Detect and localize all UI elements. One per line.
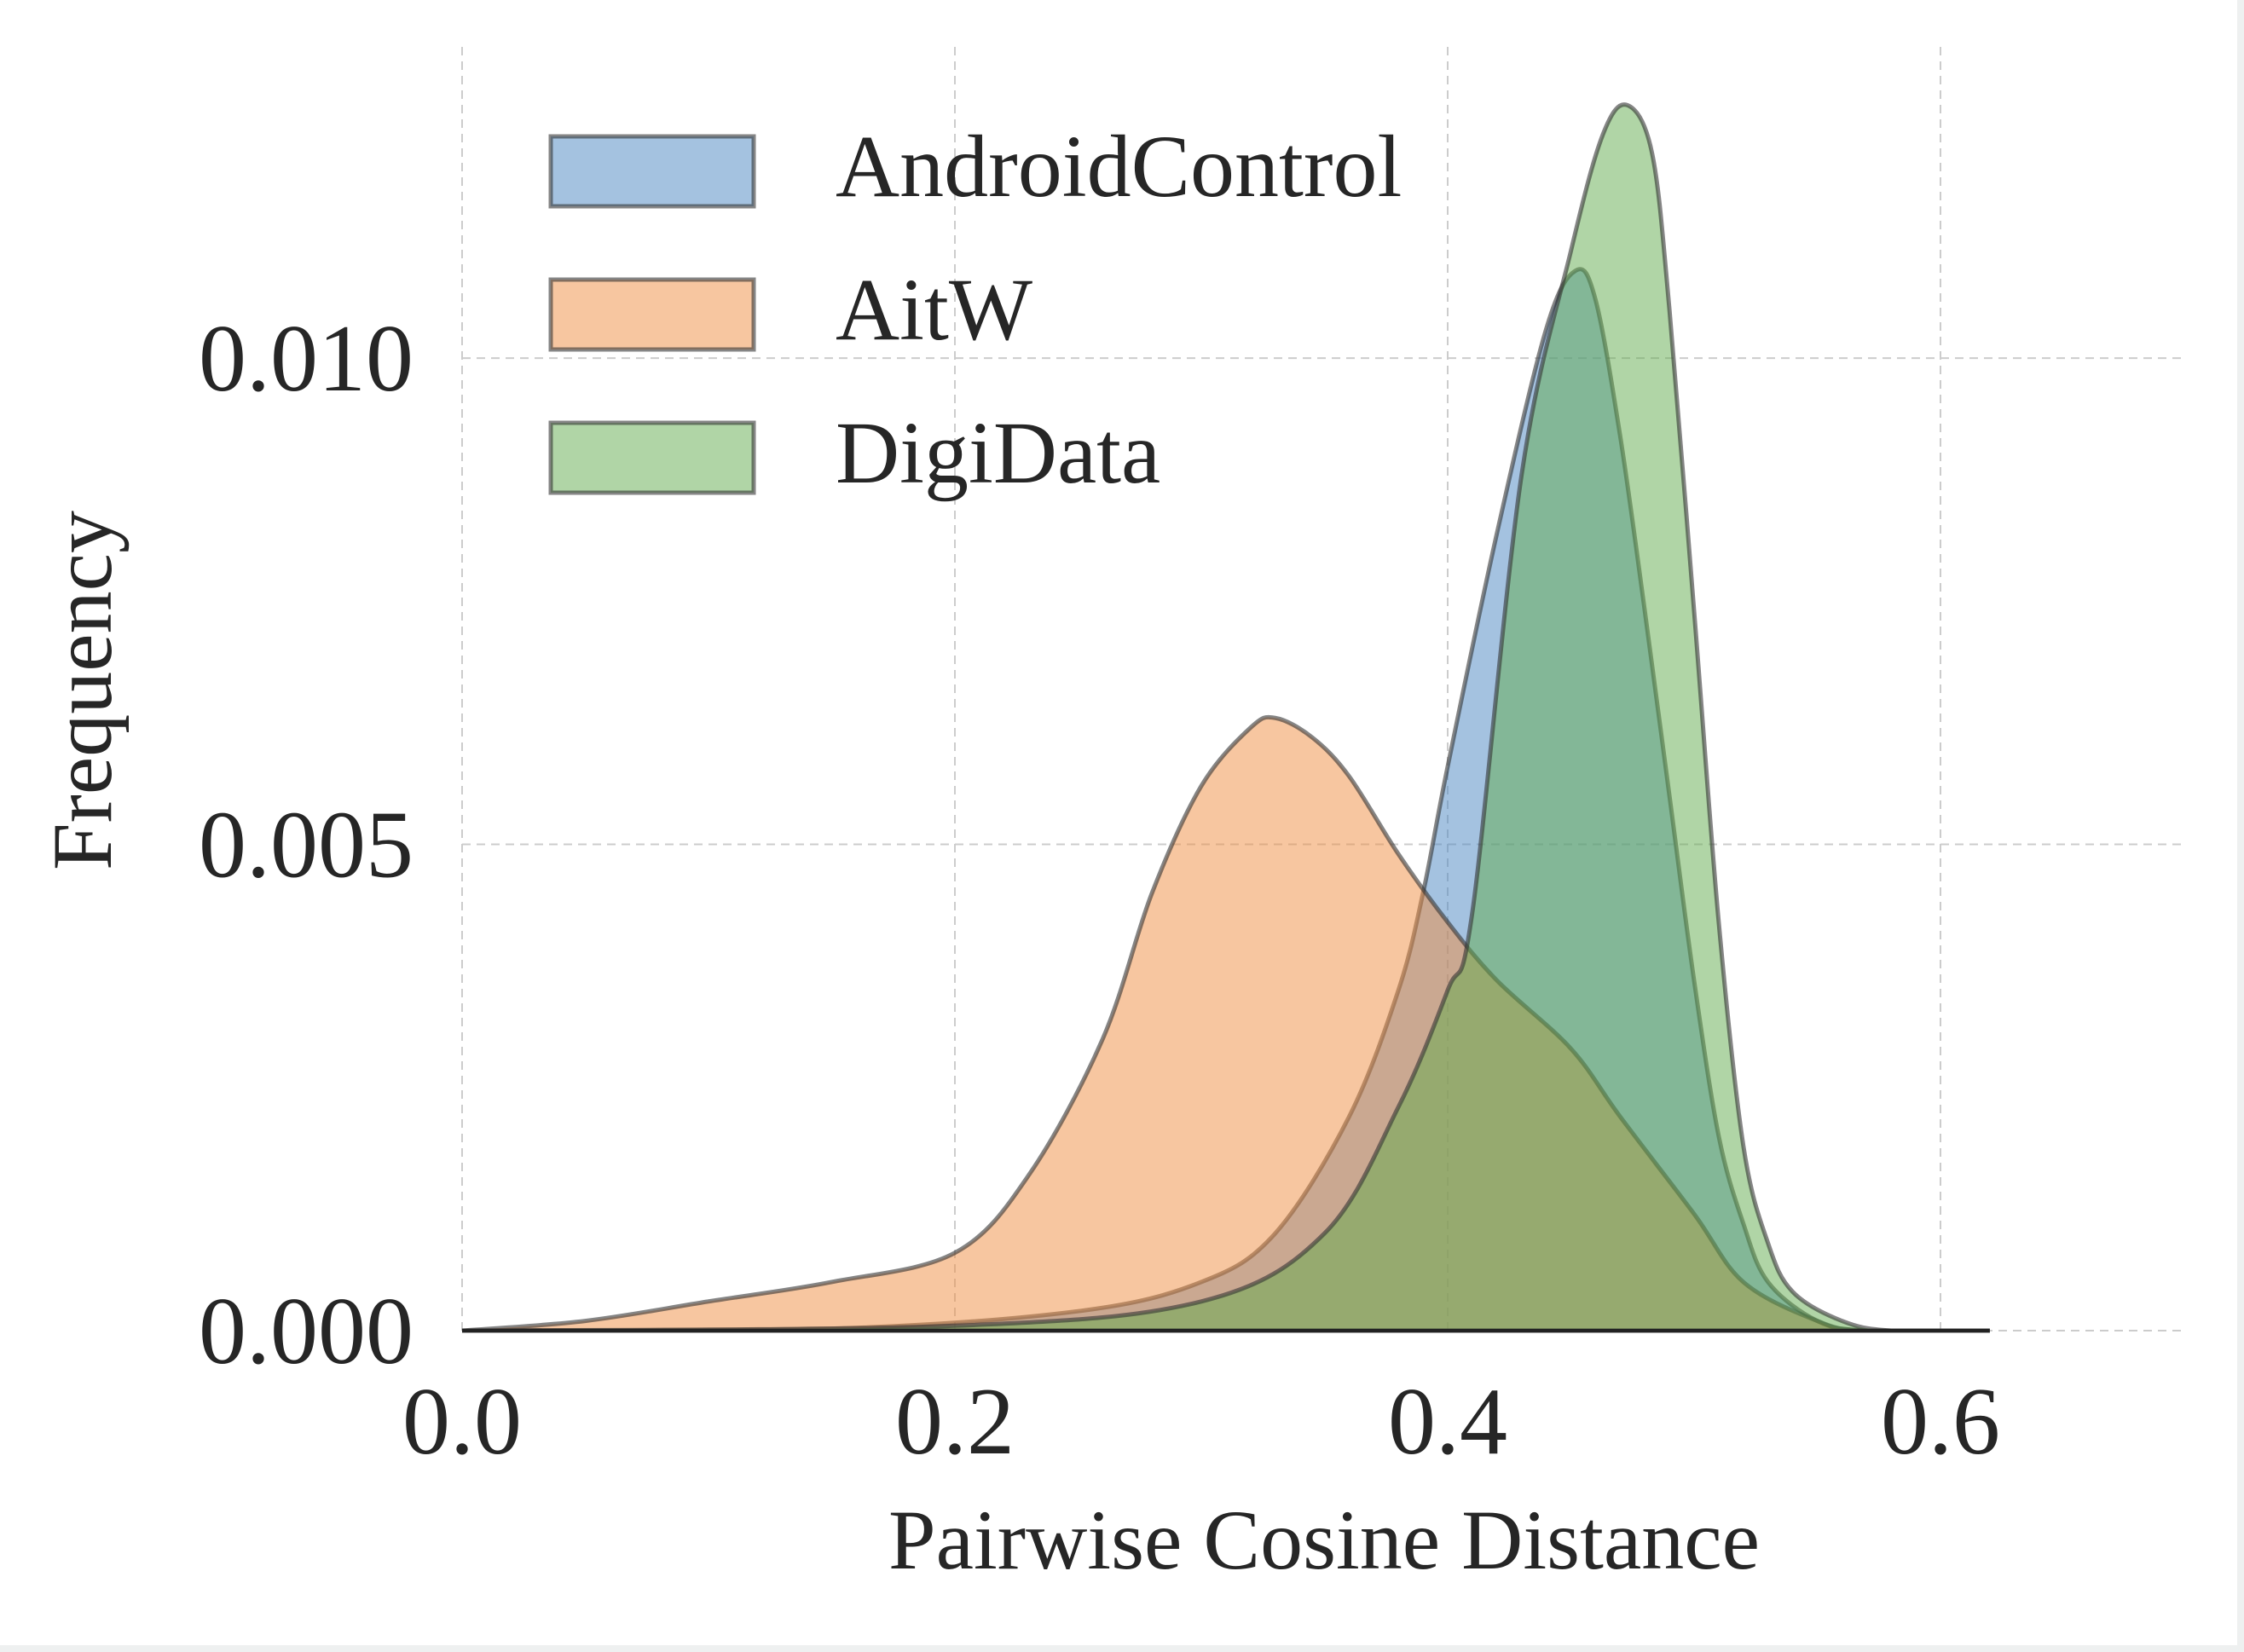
y-tick-label: 0.000 (199, 1279, 414, 1384)
y-ticks: 0.000 0.005 0.010 (199, 306, 414, 1384)
legend: AndroidControl AitW DigiData (548, 118, 1402, 502)
x-axis-label: Pairwise Cosine Distance (888, 1493, 1760, 1587)
area-digidata (461, 102, 1990, 1333)
window-edge-right (2237, 0, 2244, 1652)
y-axis-label: Frequency (35, 511, 130, 870)
y-tick-label: 0.010 (199, 306, 414, 412)
x-tick-label: 0.2 (895, 1369, 1015, 1475)
x-tick-label: 0.4 (1388, 1369, 1507, 1475)
legend-swatch-aitw (548, 277, 756, 352)
x-tick-label: 0.6 (1881, 1369, 2000, 1475)
window-edge-bottom (0, 1645, 2244, 1652)
legend-swatch-androidcontrol (548, 134, 756, 209)
x-ticks: 0.0 0.2 0.4 0.6 (402, 1369, 2000, 1475)
legend-label: AitW (836, 261, 1032, 359)
legend-label: AndroidControl (836, 118, 1402, 216)
series-areas (461, 102, 1990, 1333)
x-tick-label: 0.0 (402, 1369, 522, 1475)
y-tick-label: 0.005 (199, 793, 414, 898)
legend-swatch-digidata (548, 420, 756, 495)
legend-label: DigiData (836, 404, 1160, 502)
